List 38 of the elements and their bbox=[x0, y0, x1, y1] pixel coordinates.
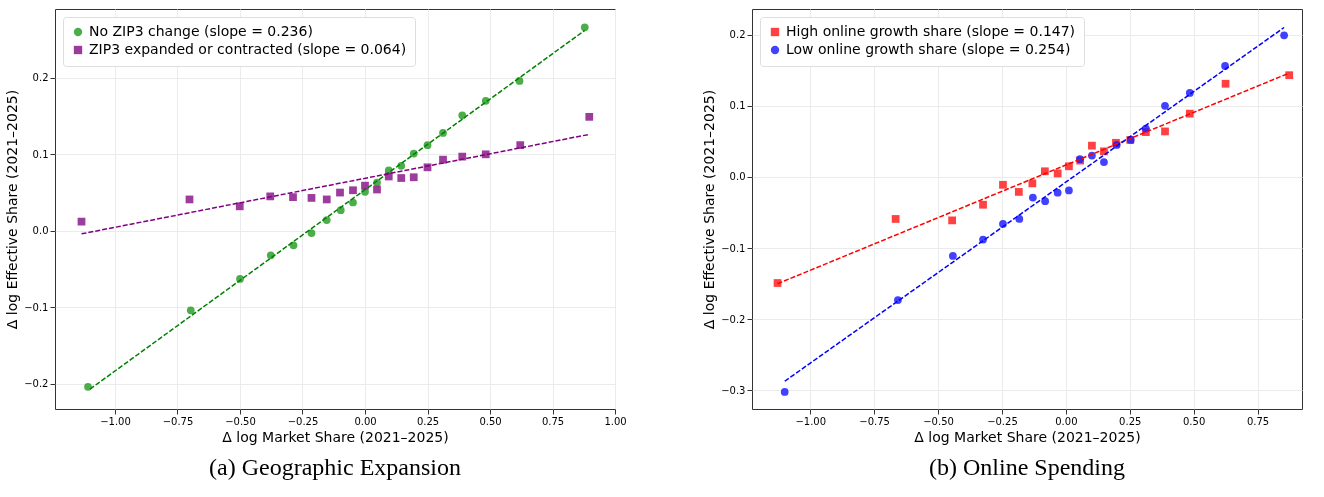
y-tick-label: −0.1 bbox=[721, 242, 746, 254]
legend-label: No ZIP3 change (slope = 0.236) bbox=[89, 23, 313, 39]
x-tick-label: 0.25 bbox=[416, 415, 440, 427]
y-axis-title: Δ log Effective Share (2021–2025) bbox=[701, 89, 718, 330]
text: (b) Online Spending bbox=[929, 454, 1125, 480]
x-tick-label: −0.25 bbox=[287, 415, 319, 427]
x-tick-label: −1.00 bbox=[795, 415, 827, 427]
x-tick-label: −0.75 bbox=[162, 415, 194, 427]
y-tick-label: 0.1 bbox=[729, 100, 746, 112]
x-tick-label: 0.50 bbox=[479, 415, 502, 427]
y-tick-label: −0.1 bbox=[24, 301, 49, 313]
legend-label: High online growth share (slope = 0.147) bbox=[786, 23, 1076, 39]
x-tick-label: 0.00 bbox=[354, 415, 377, 427]
x-tick-label: −1.00 bbox=[100, 415, 131, 427]
x-tick-label: 0.00 bbox=[1055, 415, 1078, 427]
y-tick-label: −0.3 bbox=[721, 384, 746, 396]
x-tick-label: 0.50 bbox=[1183, 415, 1206, 427]
y-tick-label: −0.2 bbox=[24, 378, 49, 390]
y-tick-label: 0.1 bbox=[32, 148, 49, 160]
y-tick-label: 0.0 bbox=[32, 225, 49, 237]
legend-label: ZIP3 expanded or contracted (slope = 0.064) bbox=[89, 41, 407, 57]
y-tick-label: 0.2 bbox=[729, 29, 746, 41]
x-tick-label: 0.25 bbox=[1119, 415, 1142, 427]
x-tick-label: 0.75 bbox=[1246, 415, 1270, 427]
x-tick-label: −0.50 bbox=[225, 415, 256, 427]
x-tick-label: −0.75 bbox=[859, 415, 890, 427]
y-axis-title: Δ log Effective Share (2021–2025) bbox=[4, 89, 21, 330]
text: (a) Geographic Expansion bbox=[209, 454, 461, 480]
y-tick-label: 0.0 bbox=[729, 171, 746, 183]
x-tick-label: −0.25 bbox=[987, 415, 1018, 427]
x-axis-title: Δ log Market Share (2021–2025) bbox=[222, 428, 449, 445]
x-tick-label: −0.50 bbox=[923, 415, 954, 427]
y-tick-label: −0.2 bbox=[721, 313, 746, 325]
x-axis-title: Δ log Market Share (2021–2025) bbox=[914, 428, 1141, 445]
x-tick-label: 0.75 bbox=[541, 415, 565, 427]
legend-label: Low online growth share (slope = 0.254) bbox=[786, 41, 1071, 57]
y-tick-label: 0.2 bbox=[32, 72, 49, 84]
x-tick-label: 1.00 bbox=[604, 415, 627, 427]
